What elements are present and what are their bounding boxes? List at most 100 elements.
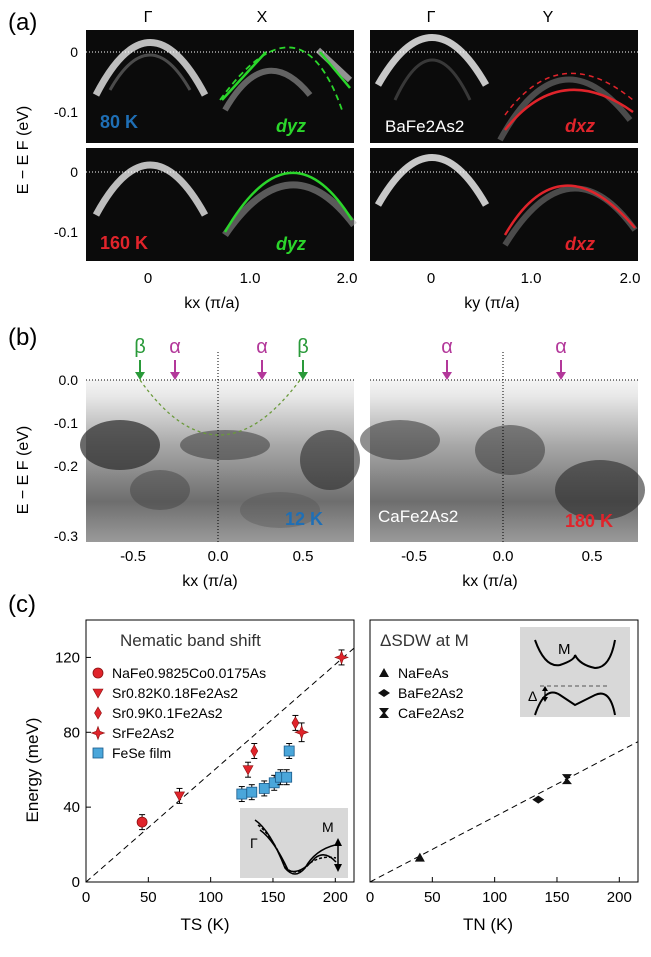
point-0-4-0 xyxy=(236,788,248,800)
legend-marker-1-0 xyxy=(379,668,389,677)
point-0-4-5 xyxy=(281,771,293,783)
dyz-curve-left xyxy=(221,51,267,101)
xtick-label-0-2: 100 xyxy=(198,889,223,906)
xtick-b-left-0: -0.5 xyxy=(120,548,146,565)
xtick-label-1-3: 150 xyxy=(544,889,569,906)
xtick-b-left-1: 0.0 xyxy=(208,548,229,565)
panel-label-b: (b) xyxy=(8,324,37,351)
xtick-b-right-1: 0.0 xyxy=(493,548,514,565)
point-0-2-1 xyxy=(291,716,300,730)
point-0-4-3 xyxy=(268,777,280,789)
xtick-label-0-4: 200 xyxy=(323,889,348,906)
temp-12k: 12 K xyxy=(285,509,323,529)
legend-label-0-4: FeSe film xyxy=(112,745,171,761)
point-1-1-0 xyxy=(532,795,545,804)
xtick-a-right-2: 2.0 xyxy=(620,270,641,287)
xtick-a-right-0: 0 xyxy=(427,270,435,287)
xlabel-a-left: kx (π/a) xyxy=(184,295,239,312)
alpha-label-3: α xyxy=(441,336,453,358)
ytick-a-top-0: 0 xyxy=(70,44,78,60)
inset-m-label-right: M xyxy=(558,641,571,658)
xlabel-a-right: ky (π/a) xyxy=(464,295,519,312)
inset-m-label: M xyxy=(322,819,334,835)
ytick-b-3: -0.3 xyxy=(54,528,78,544)
ytick-a-bot-m01: -0.1 xyxy=(54,224,78,240)
arpes-b-left xyxy=(80,352,360,542)
label-dyz-top: dyz xyxy=(276,116,306,136)
alpha-label-1: α xyxy=(169,336,181,358)
plot-frame-left xyxy=(85,619,355,883)
sym-gamma-right: Γ xyxy=(427,9,436,26)
compound-bafe2as2: BaFe2As2 xyxy=(385,117,464,136)
xtick-label-0-0: 0 xyxy=(82,889,90,906)
legend-label-0-2: Sr0.9K0.1Fe2As2 xyxy=(112,705,223,721)
xtick-label-0-3: 150 xyxy=(260,889,285,906)
legend-marker-1-2 xyxy=(379,708,389,718)
ytick-label-0-0: 0 xyxy=(72,874,80,891)
arpes-a-bottom-right xyxy=(370,148,638,261)
legend-label-0-3: SrFe2As2 xyxy=(112,725,174,741)
arrows-b-left: β α α β xyxy=(134,336,309,380)
point-0-3-0 xyxy=(334,650,349,665)
panel-label-a: (a) xyxy=(8,9,37,36)
dyz-curve-right xyxy=(319,51,351,89)
temp-180k: 180 K xyxy=(565,511,613,531)
legend-marker-0-4 xyxy=(92,747,104,759)
point-0-0-0 xyxy=(136,816,148,828)
ytick-b-2: -0.2 xyxy=(54,458,78,474)
point-1-2-0 xyxy=(561,774,572,785)
point-0-4-1 xyxy=(246,786,258,798)
legend-label-1-0: NaFeAs xyxy=(398,665,449,681)
xtick-b-left-2: 0.5 xyxy=(293,548,314,565)
chart-sdw-gap: ΔSDW at M TN (K) NaFeAsBaFe2As2CaFe2As2 … xyxy=(366,619,639,934)
legend-label-1-2: CaFe2As2 xyxy=(398,705,464,721)
legend-marker-1-1 xyxy=(378,689,390,697)
dxz-curve-160k xyxy=(503,184,636,236)
ytick-b-0: 0.0 xyxy=(59,372,79,388)
panel-label-c: (c) xyxy=(8,591,36,618)
point-1-0-0 xyxy=(414,852,425,862)
legend-label-0-1: Sr0.82K0.18Fe2As2 xyxy=(112,685,238,701)
sym-y: Y xyxy=(543,9,554,26)
ylabel-a: E − E F (eV) xyxy=(15,106,32,194)
ytick-b-1: -0.1 xyxy=(54,415,78,431)
xtick-label-1-1: 50 xyxy=(424,889,441,906)
xtick-label-1-4: 200 xyxy=(607,889,632,906)
fit-line-1 xyxy=(369,741,639,883)
xtick-label-0-1: 50 xyxy=(140,889,157,906)
legend-marker-0-3 xyxy=(90,725,106,741)
chart-title-left: Nematic band shift xyxy=(120,631,261,650)
inset-left: Γ M xyxy=(240,808,348,878)
arpes-a-bottom-left xyxy=(86,148,357,261)
ytick-label-0-2: 80 xyxy=(63,724,80,741)
point-0-2-0 xyxy=(250,744,259,758)
legend-label-1-1: BaFe2As2 xyxy=(398,685,464,701)
dxz-curve-80k xyxy=(504,88,634,131)
beta-label-1: β xyxy=(134,336,146,358)
chart-nematic-band-shift: Nematic band shift Energy (meV) TS (K) N… xyxy=(23,619,355,934)
temp-80k: 80 K xyxy=(100,112,138,132)
temp-160k: 160 K xyxy=(100,233,148,253)
plot-frame-right xyxy=(369,619,639,883)
legend-marker-0-0 xyxy=(92,667,104,679)
inset-delta-label: Δ xyxy=(528,688,537,704)
dxz-dashed-curve xyxy=(504,72,634,116)
legend-marker-0-1 xyxy=(92,688,104,699)
sym-gamma-left: Γ xyxy=(144,9,153,26)
sym-x: X xyxy=(257,9,268,26)
arrows-b-right: α α xyxy=(441,336,567,380)
dyz-dashed-curve xyxy=(219,46,343,111)
xtick-b-right-2: 0.5 xyxy=(582,548,603,565)
arpes-b-right xyxy=(360,352,645,542)
ylabel-b: E − E F (eV) xyxy=(15,426,32,514)
point-0-4-2 xyxy=(258,783,270,794)
ylabel-c: Energy (meV) xyxy=(23,718,42,823)
legend-left: NaFe0.9825Co0.0175As Sr0.82K0.18Fe2As2 Sr0… xyxy=(90,665,266,761)
xtick-a-left-0: 0 xyxy=(144,270,152,287)
arpes-a-top-left xyxy=(86,30,354,143)
xlabel-b-right: kx (π/a) xyxy=(462,573,517,590)
beta-label-2: β xyxy=(297,336,309,358)
dyz-curve-160k xyxy=(223,171,354,233)
xlabel-c-left: TS (K) xyxy=(180,915,229,934)
